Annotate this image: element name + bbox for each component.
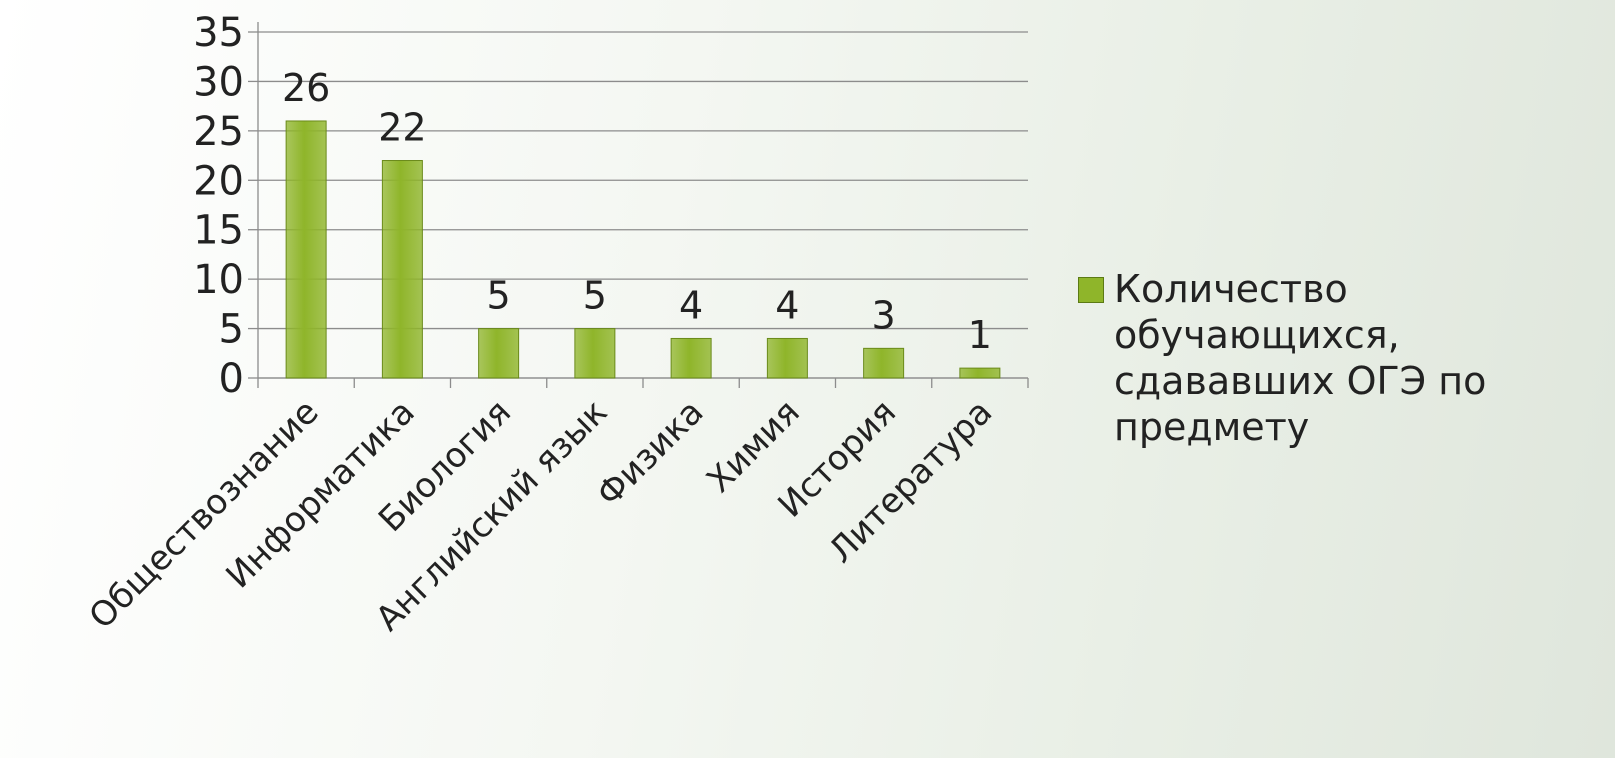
bar xyxy=(574,328,616,379)
bar xyxy=(670,337,712,379)
y-tick-label: 0 xyxy=(219,356,244,402)
y-tick-label: 25 xyxy=(193,109,244,155)
legend-swatch xyxy=(1078,277,1104,303)
bar xyxy=(766,337,808,379)
y-tick-label: 10 xyxy=(193,257,244,303)
y-tick-label: 35 xyxy=(193,10,244,56)
data-label: 22 xyxy=(378,106,426,150)
y-tick-label: 15 xyxy=(193,208,244,254)
y-tick-label: 5 xyxy=(219,307,244,353)
legend: Количество обучающихся, сдававших ОГЭ по… xyxy=(1078,266,1568,450)
y-tick-label: 20 xyxy=(193,158,244,204)
bar xyxy=(478,328,520,379)
data-label: 4 xyxy=(679,283,703,327)
data-label: 5 xyxy=(583,274,607,318)
data-label: 3 xyxy=(872,293,896,337)
bar xyxy=(381,160,423,379)
bar xyxy=(285,120,327,379)
legend-label: Количество обучающихся, сдававших ОГЭ по… xyxy=(1114,267,1487,449)
bar xyxy=(959,367,1001,379)
data-label: 5 xyxy=(487,274,511,318)
y-tick-label: 30 xyxy=(193,59,244,105)
data-label: 26 xyxy=(282,66,330,110)
data-label: 1 xyxy=(968,313,992,357)
bar xyxy=(863,347,905,379)
data-label: 4 xyxy=(775,283,799,327)
x-tick-label: Физика xyxy=(589,392,711,514)
